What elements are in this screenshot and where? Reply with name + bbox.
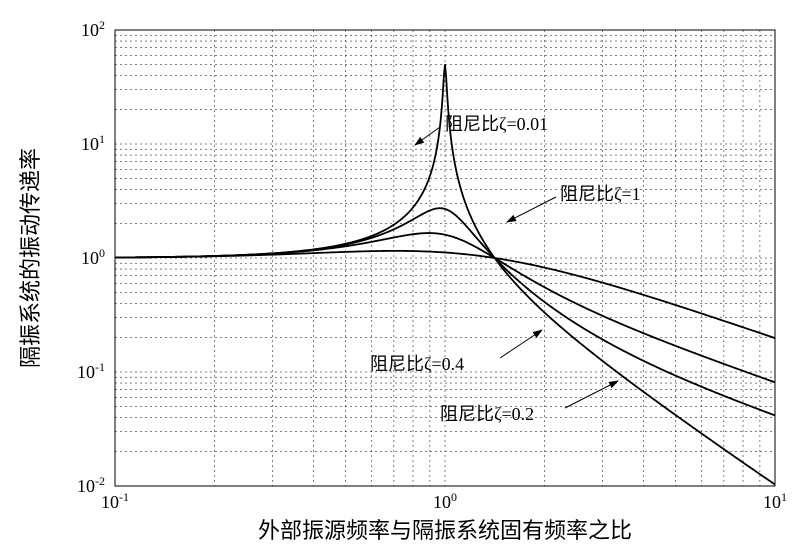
x-tick-label: 10-1 (101, 490, 129, 512)
y-tick-label: 100 (81, 246, 105, 268)
annotation-arrow (565, 381, 618, 408)
x-tick-label: 100 (433, 490, 457, 512)
y-tick-label: 101 (81, 132, 105, 154)
chart-container: 10-110010110-210-1100101102阻尼比ζ=0.01阻尼比ζ… (0, 0, 800, 556)
x-axis-label: 外部振源频率与隔振系统固有频率之比 (258, 518, 632, 543)
y-tick-label: 10-1 (77, 360, 105, 382)
annotation-label: 阻尼比ζ=0.2 (440, 404, 534, 424)
annotation-label: 阻尼比ζ=1 (560, 184, 641, 204)
x-tick-label: 101 (763, 490, 787, 512)
annotation-arrow (500, 330, 542, 358)
y-axis-label: 隔振系统的振动传递率 (18, 148, 43, 368)
annotation-arrow (507, 197, 556, 222)
y-tick-label: 102 (81, 18, 105, 40)
annotation-label: 阻尼比ζ=0.4 (370, 354, 464, 374)
annotation-label: 阻尼比ζ=0.01 (445, 114, 548, 134)
transmissibility-chart: 10-110010110-210-1100101102阻尼比ζ=0.01阻尼比ζ… (0, 0, 800, 556)
annotation-arrow (415, 127, 440, 145)
